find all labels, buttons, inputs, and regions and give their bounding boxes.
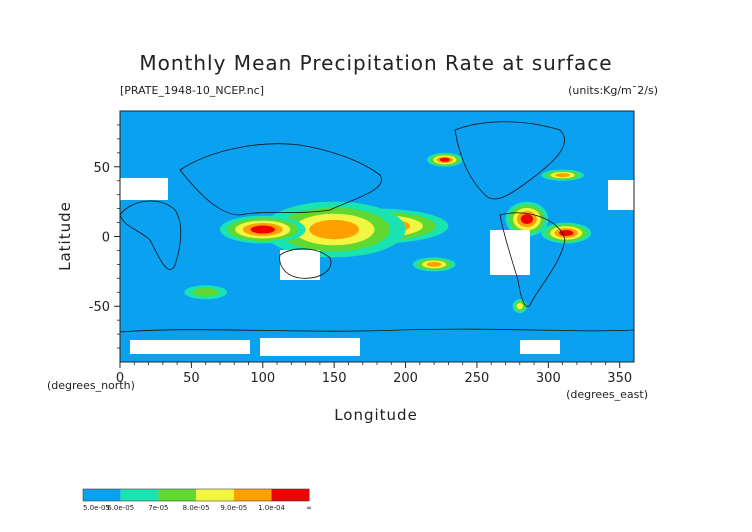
y-tick-label: -50: [89, 300, 110, 315]
plot-area: [120, 111, 634, 362]
colorbar-swatch: [120, 489, 159, 501]
y-unit-label: (degrees_north): [47, 379, 135, 392]
y-tick-label: 50: [93, 161, 110, 176]
x-axis: 0 50 100 150 200 250 300 350: [116, 362, 632, 386]
coastline-australia: [279, 248, 332, 279]
chart-title: Monthly Mean Precipitation Rate at surfa…: [139, 51, 612, 75]
x-tick-label: 100: [250, 371, 275, 386]
colorbar-swatch: [233, 489, 272, 501]
precip-level-4: [426, 261, 442, 267]
precip-level-5: [439, 157, 450, 162]
precip-region: [541, 222, 592, 244]
y-axis-label: Latitude: [56, 201, 74, 271]
colorbar-label: 7e-05: [148, 504, 168, 512]
y-tick-label: 0: [102, 231, 110, 246]
colorbar: 5.0e-056.0e-05 7e-05 8.0e-05 9.0e-05 1.0e-04…: [82, 488, 312, 512]
precip-level-4: [309, 219, 359, 240]
y-axis: 50 0 -50: [89, 124, 120, 349]
colorbar-label: 9.0e-05: [220, 504, 247, 512]
coastline-antarctica: [120, 328, 634, 333]
colorbar-label: 1.0e-04: [258, 504, 285, 512]
missing-patch: [520, 340, 560, 354]
missing-patch: [280, 250, 320, 280]
precip-region: [426, 152, 463, 167]
colorbar-label: 5.0e-05: [83, 504, 110, 512]
coastline-north-america: [454, 121, 565, 200]
precip-level-3: [516, 303, 523, 310]
x-tick-label: 300: [536, 371, 561, 386]
precip-region: [219, 215, 306, 244]
missing-patch: [260, 338, 360, 356]
x-tick-label: 250: [465, 371, 490, 386]
x-tick-label: 50: [183, 371, 200, 386]
colorbar-swatch: [83, 489, 121, 501]
coastline-africa: [120, 200, 182, 270]
x-tick-label: 150: [322, 371, 347, 386]
precip-region: [512, 299, 527, 314]
coastlines: [120, 121, 634, 333]
precip-regions: [184, 152, 592, 314]
missing-patch: [120, 178, 168, 200]
x-axis-label: Longitude: [334, 406, 418, 424]
x-tick-label: 0: [116, 371, 124, 386]
x-unit-label: (degrees_east): [566, 388, 648, 401]
precip-region: [184, 285, 228, 300]
colorbar-label: ∞: [306, 504, 312, 512]
colorbar-frame: [82, 488, 310, 502]
precip-level-5: [250, 225, 276, 234]
colorbar-label: 6.0e-05: [107, 504, 134, 512]
colorbar-swatch: [271, 489, 310, 501]
precip-region: [412, 257, 456, 272]
x-tick-label: 350: [607, 371, 632, 386]
coastline-south-america: [499, 212, 566, 307]
precip-region: [262, 201, 406, 258]
missing-patch: [130, 340, 250, 354]
colorbar-label: 8.0e-05: [183, 504, 210, 512]
precip-level-2: [192, 287, 219, 297]
colorbar-swatch: [158, 489, 197, 501]
chart-subtitle-units: (units:Kg/m¯2/s): [568, 84, 658, 97]
colorbar-swatch: [196, 489, 234, 501]
precip-region: [541, 169, 585, 181]
precip-level-5: [520, 214, 534, 225]
x-tick-label: 200: [393, 371, 418, 386]
precip-region: [505, 201, 549, 237]
precip-level-4: [555, 173, 571, 178]
precip-level-5: [559, 230, 574, 237]
missing-patch: [608, 180, 634, 210]
coastline-eurasia: [179, 143, 382, 216]
chart-subtitle-file: [PRATE_1948-10_NCEP.nc]: [120, 84, 264, 97]
